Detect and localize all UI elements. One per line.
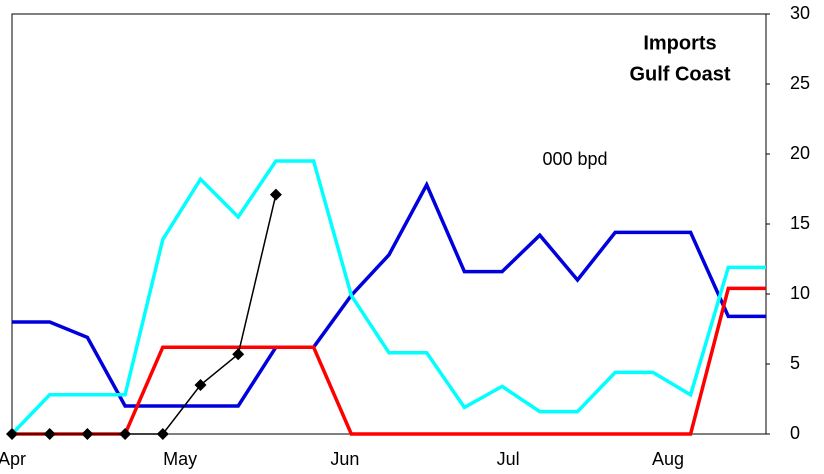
series-line xyxy=(10,159,766,436)
x-tick-label: Jun xyxy=(330,449,359,469)
y-tick-label: 25 xyxy=(790,73,810,93)
marker xyxy=(6,428,18,440)
series-line xyxy=(12,194,277,435)
x-tick-label: May xyxy=(163,449,197,469)
marker xyxy=(269,188,282,201)
x-tick-label: Jul xyxy=(497,449,520,469)
y-tick-label: 15 xyxy=(790,213,810,233)
marker xyxy=(156,428,169,440)
chart-title: Gulf Coast xyxy=(629,63,730,85)
marker xyxy=(232,348,245,361)
marker xyxy=(43,428,56,440)
x-tick-label: Aug xyxy=(652,449,684,469)
marker xyxy=(81,428,94,440)
y-tick-label: 10 xyxy=(790,283,810,303)
marker xyxy=(119,428,132,440)
y-tick-label: 30 xyxy=(790,3,810,23)
y-tick-label: 0 xyxy=(790,423,800,443)
y-tick-label: 5 xyxy=(790,353,800,373)
marker xyxy=(194,379,207,391)
chart-title: Imports xyxy=(643,32,716,54)
y-tick-label: 20 xyxy=(790,143,810,163)
annotation: 000 bpd xyxy=(542,149,607,169)
series-line xyxy=(12,286,766,436)
x-tick-label: Apr xyxy=(0,449,26,469)
